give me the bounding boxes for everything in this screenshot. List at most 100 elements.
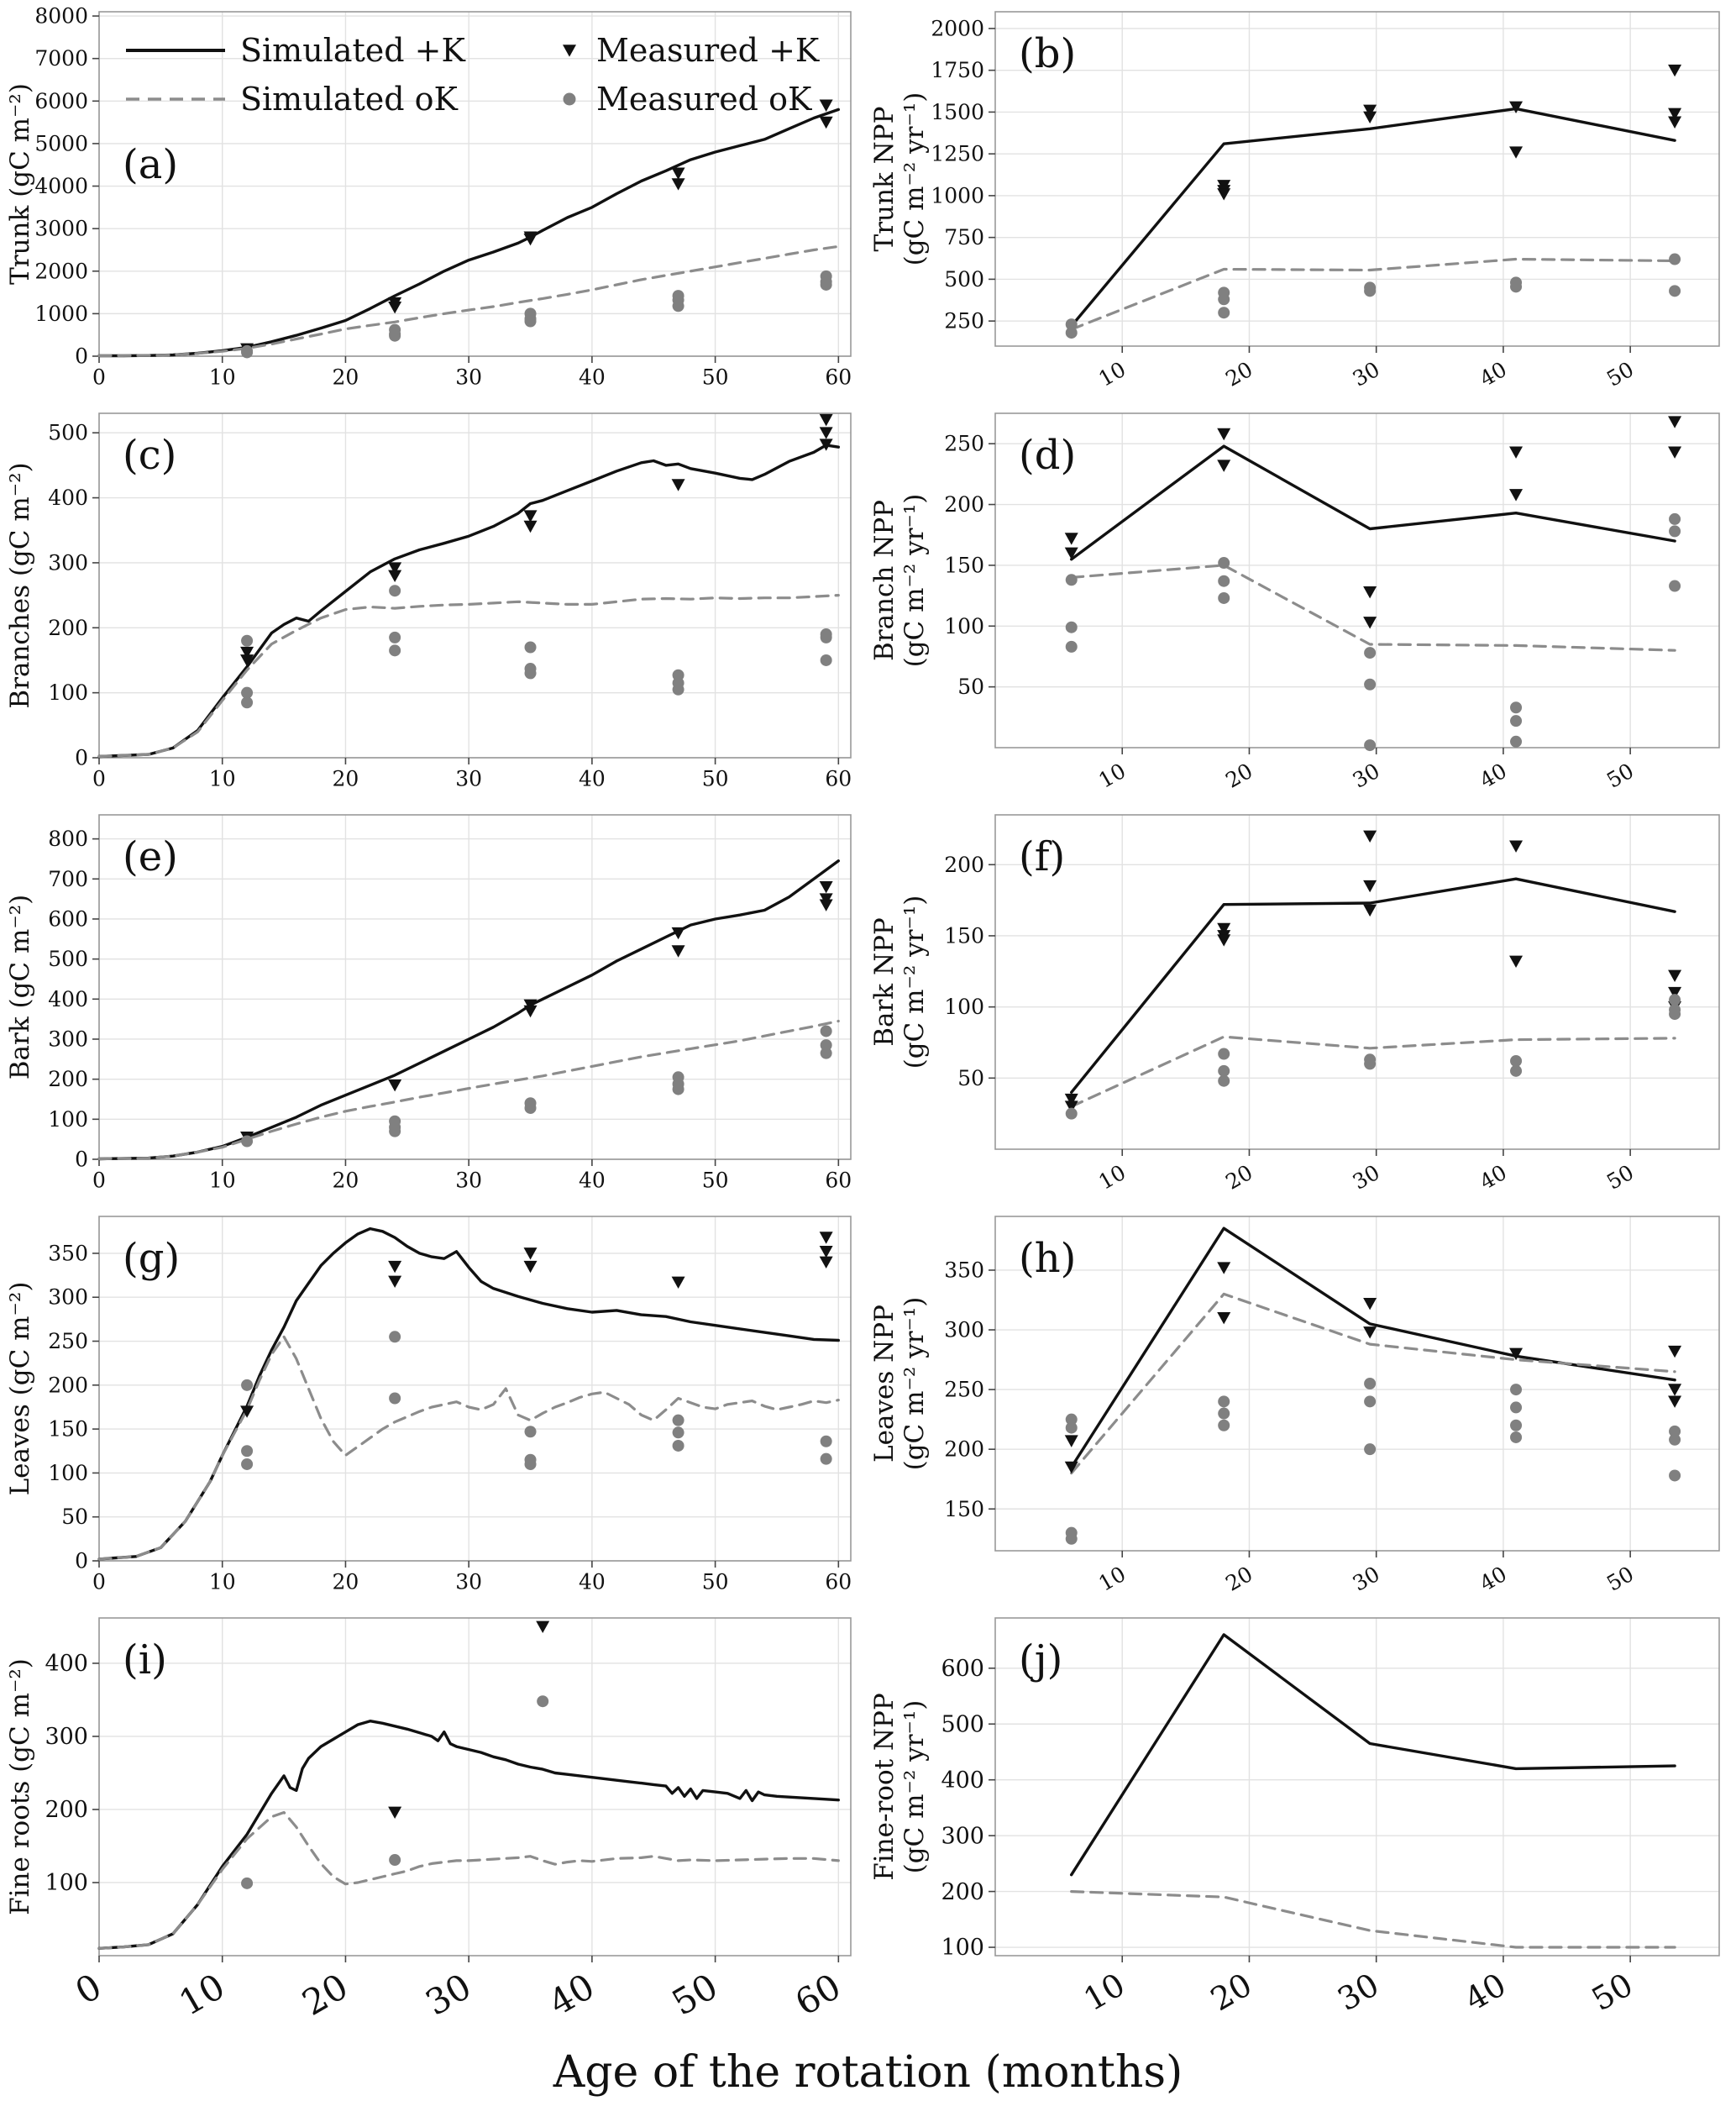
measured-pk-marker	[1064, 1100, 1078, 1113]
measured-pk-marker	[523, 1260, 538, 1274]
measured-ok-marker	[1065, 621, 1078, 633]
chart-bark-npp: 10 20 30 40 50 50 100 150 200 Bark NPP (gC m⁻² yr⁻…	[869, 814, 1720, 1195]
y-axis-label: (gC m⁻² yr⁻¹)	[899, 494, 930, 668]
measured-pk-marker	[1363, 111, 1377, 123]
y-tick-label: 350	[944, 1258, 984, 1282]
chart-panel-bark-npp: 10 20 30 40 50 50 100 150 200 Bark NPP (gC m⁻² yr⁻…	[868, 803, 1736, 1205]
panel-label: (j)	[1019, 1636, 1062, 1683]
measured-ok-marker	[389, 1392, 401, 1405]
measured-pk-marker	[240, 654, 254, 667]
y-axis-label: Fine roots (gC m⁻²)	[5, 1658, 35, 1915]
measured-pk-marker	[819, 413, 833, 427]
chart-leaves-stock: 0 10 20 30 40 50 60 0 50 100 150 200 250 300 350 Leaves…	[5, 1216, 852, 1594]
measured-pk-marker	[1668, 1384, 1682, 1396]
chart-fine-roots-stock: 0 10 20 30 40 50 60 100 200 300 400 Fine roots (gC …	[5, 1617, 852, 2024]
measured-pk-points	[1064, 416, 1682, 629]
measured-ok-marker	[1364, 1058, 1377, 1070]
grid	[995, 1618, 1719, 1956]
measured-ok-marker	[1669, 1469, 1681, 1482]
legend-label: Measured oK	[596, 81, 812, 118]
measured-pk-marker	[523, 1247, 538, 1260]
x-tick-label: 30	[1349, 1160, 1384, 1195]
y-tick-label: 200	[48, 1373, 88, 1397]
y-axis-label: (gC m⁻² yr⁻¹)	[899, 1297, 930, 1471]
y-tick-label: 400	[941, 1767, 984, 1794]
x-tick-label: 40	[1476, 759, 1511, 793]
measured-pk-marker	[240, 1405, 254, 1418]
y-tick-label: 100	[944, 614, 984, 638]
measured-ok-points	[241, 1331, 832, 1470]
x-tick-label: 30	[455, 365, 482, 389]
measured-ok-marker	[1218, 557, 1230, 570]
measured-pk-marker	[819, 1246, 833, 1258]
x-tick-label: 30	[1349, 1562, 1384, 1596]
measured-ok-points	[1065, 512, 1681, 752]
measured-ok-marker	[1065, 318, 1078, 331]
legend-label: Measured +K	[596, 32, 820, 69]
measured-pk-marker	[1668, 416, 1682, 428]
y-axis-label: Bark NPP	[869, 917, 899, 1047]
plot-frame	[98, 11, 852, 357]
y-tick-label: 1000	[931, 183, 984, 207]
measured-ok-marker	[241, 1458, 254, 1470]
simulated-ok-line	[97, 1335, 840, 1561]
measured-ok-points	[241, 1025, 832, 1148]
x-tick-label: 10	[1094, 759, 1130, 793]
measured-pk-points	[1064, 1262, 1682, 1474]
measured-ok-marker	[1510, 1384, 1523, 1396]
x-tick-label: 10	[209, 1168, 236, 1192]
y-tick-label: 250	[944, 309, 984, 334]
y-tick-label: 100	[48, 1461, 88, 1485]
measured-ok-marker	[1218, 1064, 1230, 1077]
measured-pk-marker	[388, 570, 402, 582]
y-tick-label: 100	[48, 1107, 88, 1132]
y-tick-label: 4000	[34, 174, 88, 198]
x-tick-label: 40	[579, 1569, 606, 1594]
y-tick-label: 300	[48, 1027, 88, 1051]
measured-ok-marker	[241, 1379, 254, 1391]
measured-ok-marker	[1510, 715, 1523, 727]
measured-pk-points	[240, 881, 833, 1144]
axes-ticks: 10 20 30 40 50 100 200 300 400 500 600	[941, 1656, 1639, 2018]
measured-ok-marker	[524, 1101, 537, 1114]
measured-pk-marker	[1217, 922, 1231, 936]
x-tick-label: 10	[1078, 1966, 1131, 2018]
y-tick-label: 200	[944, 853, 984, 877]
measured-ok-marker	[1364, 739, 1377, 752]
plot-frame	[994, 11, 1720, 347]
y-tick-label: 2000	[34, 259, 88, 283]
measured-ok-marker	[1669, 512, 1681, 525]
measured-ok-marker	[524, 1426, 537, 1438]
y-tick-label: 50	[957, 675, 984, 699]
y-tick-label: 750	[944, 225, 984, 249]
axes-ticks: 0 10 20 30 40 50 60 0 50 100 150 200 250 300 350	[48, 1241, 852, 1594]
legend-label: Simulated oK	[240, 81, 459, 118]
chart-panel-trunk-npp: 10 20 30 40 50 250 500 750 1000 1250 1500 1750 2000 T…	[868, 0, 1736, 402]
plot-frame	[98, 814, 852, 1160]
measured-ok-marker	[820, 1452, 832, 1465]
x-tick-label: 60	[825, 365, 852, 389]
measured-ok-marker	[389, 329, 401, 342]
measured-ok-marker	[1669, 1008, 1681, 1021]
measured-pk-marker	[388, 562, 402, 575]
measured-ok-marker	[820, 1435, 832, 1447]
measured-ok-marker	[241, 346, 254, 359]
measured-pk-marker	[1363, 586, 1377, 599]
chart-panel-bark-stock: 0 10 20 30 40 50 60 0 100 200 300 400 500 600 700 800 Ba…	[0, 803, 868, 1205]
measured-pk-marker	[1363, 104, 1377, 118]
measured-pk-marker	[536, 1620, 550, 1634]
measured-ok-marker	[1669, 253, 1681, 265]
x-tick-label: 40	[579, 766, 606, 790]
x-tick-label: 40	[579, 1168, 606, 1192]
measured-ok-marker	[1510, 1054, 1523, 1067]
measured-ok-marker	[241, 686, 254, 699]
measured-pk-marker	[523, 520, 538, 533]
x-tick-label: 50	[1586, 1966, 1639, 2018]
panel-label: (a)	[123, 141, 178, 188]
x-tick-label: 30	[1349, 357, 1384, 391]
panel-label: (d)	[1019, 432, 1076, 479]
measured-ok-points	[1065, 994, 1681, 1120]
y-tick-label: 700	[48, 867, 88, 891]
